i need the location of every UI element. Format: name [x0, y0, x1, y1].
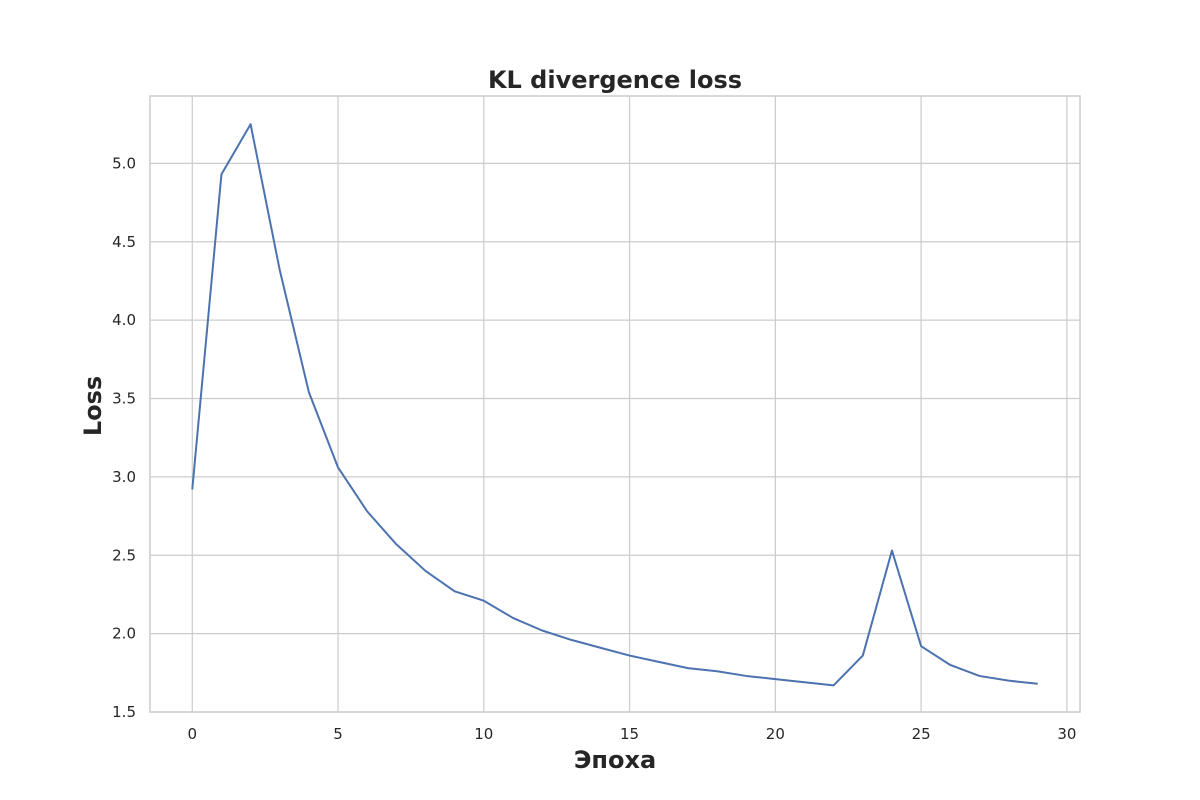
x-tick-label: 5: [333, 725, 343, 743]
series-group: [191, 123, 1038, 687]
y-tick-label: 3.0: [112, 468, 136, 486]
y-tick-label: 2.0: [112, 625, 136, 643]
y-tick-label: 5.0: [112, 154, 136, 172]
y-tick-label: 4.0: [112, 311, 136, 329]
x-tick-label: 10: [474, 725, 493, 743]
y-tick-label: 3.5: [112, 390, 136, 408]
plot-frame: [149, 95, 1081, 713]
x-tick-label: 15: [620, 725, 639, 743]
y-tick-label: 4.5: [112, 233, 136, 251]
series-line: [191, 123, 1038, 687]
x-axis-title: Эпоха: [574, 746, 656, 774]
x-tick-label: 20: [766, 725, 785, 743]
y-tick-label: 2.5: [112, 546, 136, 564]
y-axis-ticks: 1.5 2.0 2.5 3.0 3.5 4.0 4.5 5.0: [112, 154, 136, 721]
x-axis-ticks: 0 5 10 15 20 25 30: [187, 725, 1076, 743]
chart-title: KL divergence loss: [488, 66, 742, 94]
grid: [150, 96, 1080, 713]
x-tick-label: 0: [187, 725, 197, 743]
y-tick-label: 1.5: [112, 703, 136, 721]
x-tick-label: 30: [1057, 725, 1076, 743]
y-axis-title: Loss: [79, 376, 107, 436]
x-tick-label: 25: [912, 725, 931, 743]
